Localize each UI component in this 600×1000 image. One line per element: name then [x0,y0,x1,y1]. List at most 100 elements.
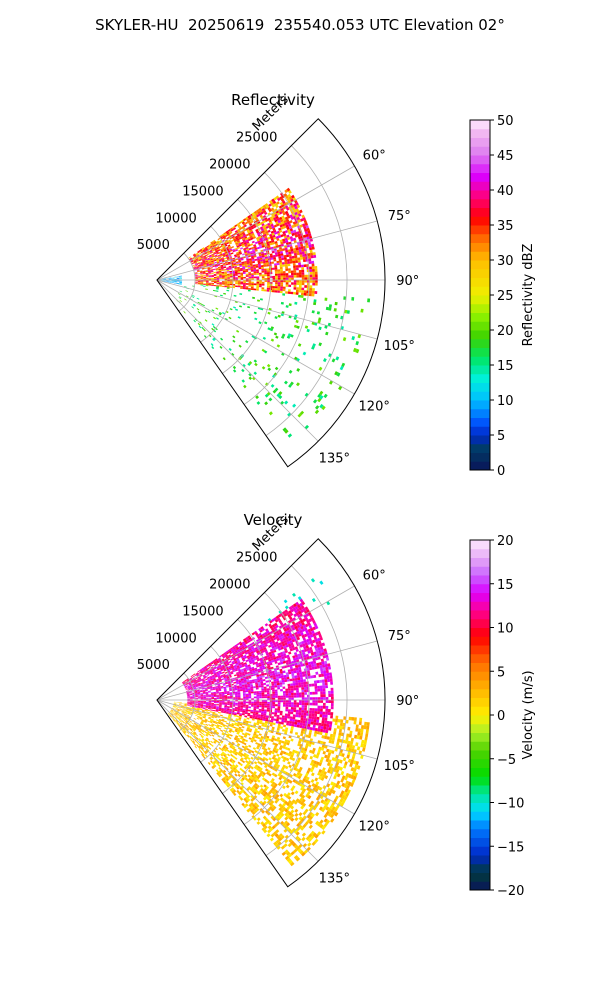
data-cell [203,249,206,252]
data-cell [263,264,267,267]
data-cell [253,311,257,315]
data-cell [256,721,260,724]
data-cell [296,724,300,728]
data-cell [226,676,230,679]
data-cell [220,264,224,267]
data-cell [253,691,257,694]
data-cell [256,401,261,405]
data-cell [234,271,238,274]
data-cell [201,264,204,267]
data-cell [237,708,241,711]
data-cell [221,233,225,237]
data-cell [195,703,198,705]
data-cell [290,787,294,792]
data-cell [309,271,313,275]
data-cell [271,198,275,202]
data-cell [285,752,289,756]
data-cell [267,274,270,277]
data-cell [299,629,303,634]
data-cell [283,655,288,659]
data-cell [187,704,190,706]
data-cell [308,233,312,237]
data-cell [242,754,246,758]
data-cell [242,222,246,226]
data-cell [311,310,315,314]
data-cell [285,672,289,675]
data-cell [192,253,196,256]
data-cell [280,226,284,230]
data-cell [286,254,290,258]
data-cell [216,697,220,699]
data-cell [206,684,210,686]
data-cell [304,700,308,703]
data-cell [356,735,360,740]
colorbar-tick-label: 30 [497,254,514,269]
data-cell [228,667,232,670]
data-cell [211,716,215,719]
data-cell [250,756,254,760]
data-cell [348,773,352,779]
data-cell [275,235,279,239]
data-cell [258,222,262,226]
data-cell [239,227,243,231]
data-cell [238,251,242,254]
data-cell [214,277,217,279]
data-cell [339,759,343,764]
data-cell [236,239,240,243]
data-cell [204,731,207,734]
data-cell [237,230,241,233]
data-cell [203,278,206,280]
data-cell [277,253,281,257]
data-cell [280,695,284,698]
data-cell [274,689,278,692]
data-cell [198,265,202,268]
data-cell [286,221,291,225]
data-cell [287,716,291,719]
data-cell [193,254,197,257]
data-cell [234,265,237,268]
data-cell [210,688,213,690]
data-cell [232,339,236,343]
data-cell [251,704,254,707]
data-cell [260,681,264,684]
data-cell [211,283,214,285]
data-cell [249,250,253,254]
data-cell [253,255,257,258]
data-cell [301,710,305,713]
data-cell [204,666,207,669]
data-cell [205,270,208,272]
data-cell [211,724,214,727]
data-cell [223,237,227,240]
data-cell [277,702,281,705]
data-cell [212,244,215,247]
data-cell [208,243,212,247]
data-cell [195,696,198,698]
data-cell [273,656,277,660]
data-cell [264,237,269,241]
data-cell [280,253,284,256]
data-cell [309,729,313,733]
data-cell [220,676,224,678]
data-cell [321,825,326,831]
data-cell [257,756,261,760]
data-cell [326,755,331,760]
data-cell [251,703,254,706]
data-cell [297,259,301,263]
data-cell [179,715,182,718]
data-cell [166,281,169,282]
data-cell [233,658,237,661]
data-cell [243,644,247,648]
data-cell [292,607,297,611]
data-cell [314,638,318,643]
azimuth-tick-label: 105° [384,339,415,354]
data-cell [267,229,271,233]
data-cell [235,651,239,655]
data-cell [291,272,294,276]
data-cell [231,741,235,745]
data-cell [245,273,249,276]
data-cell [204,258,208,261]
data-cell [311,710,315,714]
data-cell [287,613,292,618]
data-cell [290,216,295,220]
data-cell [321,717,325,721]
